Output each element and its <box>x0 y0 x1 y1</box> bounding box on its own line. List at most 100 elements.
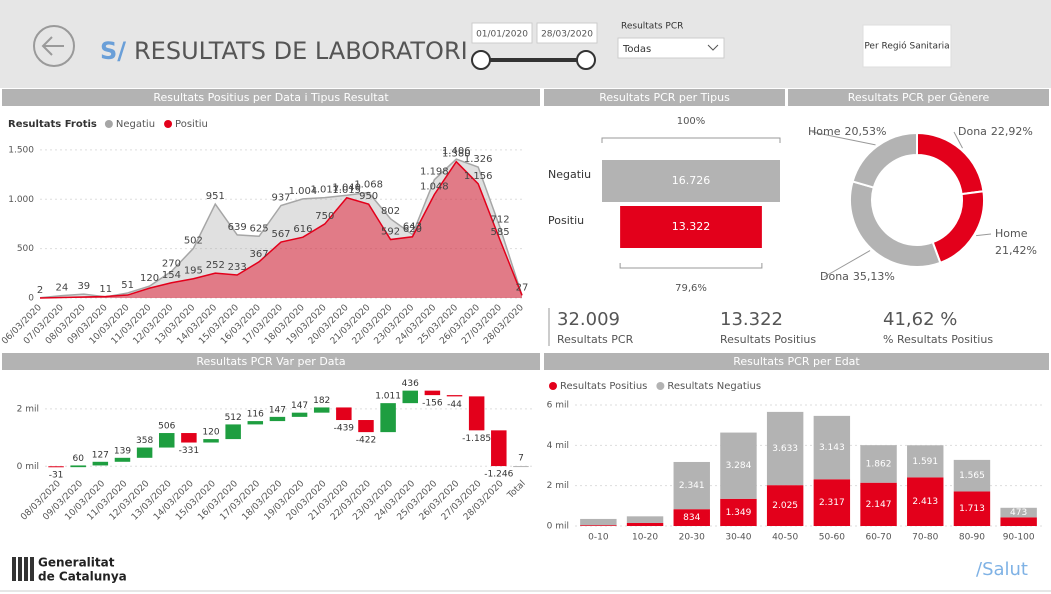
data-label: 592 <box>381 227 400 238</box>
org-line: Generalitat <box>38 556 115 570</box>
bar-segment <box>813 479 851 526</box>
slider-handle[interactable] <box>471 50 491 70</box>
data-label: 712 <box>491 215 510 226</box>
funnel-bar <box>602 160 780 202</box>
data-label: 116 <box>247 410 264 420</box>
conversion-label: 100% <box>677 116 706 127</box>
data-label: 1.015 <box>332 185 361 196</box>
bar-segment <box>673 461 710 510</box>
data-label: 639 <box>228 222 247 233</box>
panel-title-bar <box>2 89 540 106</box>
bar-segment <box>766 485 804 526</box>
date-from-box[interactable] <box>471 22 533 44</box>
data-label: 120 <box>140 273 159 284</box>
kpi-value: 13.322 <box>720 309 783 330</box>
funnel-bar <box>620 206 762 248</box>
data-label: 1.198 <box>420 167 449 178</box>
slider-handle[interactable] <box>576 50 596 70</box>
filter-label: Resultats PCR <box>621 22 683 32</box>
waterfall-bar <box>336 407 352 421</box>
data-label: 1.565 <box>959 471 985 481</box>
date-from: 01/01/2020 <box>476 30 528 40</box>
data-label: 27 <box>516 282 529 293</box>
x-tick-label: Total <box>505 479 528 502</box>
data-label: 802 <box>381 206 400 217</box>
y-tick-label: 1.000 <box>8 195 34 205</box>
data-label: 127 <box>92 450 109 460</box>
slice-label: 35,13% <box>853 270 895 283</box>
bar-segment <box>813 415 851 480</box>
waterfall-bar <box>380 403 396 433</box>
y-tick-label: 4 mil <box>547 441 569 451</box>
dropdown-chevron <box>707 44 719 51</box>
data-label: 3.633 <box>772 444 798 454</box>
legend-swatch <box>656 382 665 390</box>
leader-line <box>953 131 963 149</box>
bar-segment <box>953 459 991 492</box>
data-label: 1.326 <box>464 154 493 165</box>
x-tick-label: 0-10 <box>588 533 609 543</box>
data-label: 24 <box>56 283 69 294</box>
y-tick-label: 1.500 <box>8 145 34 155</box>
org-line: de Catalunya <box>38 570 127 584</box>
x-tick-label: 40-50 <box>772 533 798 543</box>
region-button[interactable] <box>862 24 952 68</box>
panel-title-bar <box>544 89 785 106</box>
back-arrow <box>41 36 64 56</box>
panel-title: Resultats PCR per Gènere <box>848 91 990 104</box>
data-label: 3.143 <box>819 443 845 453</box>
data-label: 139 <box>114 446 131 456</box>
data-label: 2.341 <box>679 481 705 491</box>
data-label: -31 <box>49 471 64 481</box>
bar-segment <box>860 445 897 483</box>
slice-label: 20,53% <box>844 125 886 138</box>
x-tick-label: 20-30 <box>679 533 705 543</box>
data-label: 1.156 <box>464 171 493 182</box>
back-button[interactable] <box>33 25 75 67</box>
data-label: -44 <box>447 400 462 410</box>
leader-line <box>976 233 992 237</box>
data-label: 60 <box>72 454 84 464</box>
data-label: 625 <box>250 223 269 234</box>
waterfall-bar <box>136 447 153 458</box>
filter-dropdown[interactable] <box>617 37 725 59</box>
y-tick-label: 500 <box>17 244 34 254</box>
data-label: 951 <box>206 191 225 202</box>
total-bar <box>513 466 529 468</box>
data-label: 1.349 <box>726 508 752 518</box>
data-label: 3.284 <box>726 461 752 471</box>
data-label: 585 <box>491 227 510 238</box>
data-label: 2 <box>37 285 43 296</box>
waterfall-bar <box>181 433 197 443</box>
y-tick-label: 6 mil <box>547 401 569 411</box>
data-label: 436 <box>402 379 419 389</box>
waterfall-bar <box>92 461 109 466</box>
waterfall-bar <box>70 465 86 468</box>
slice-label: 21,42% <box>995 244 1037 257</box>
data-label: 1.004 <box>289 186 318 197</box>
waterfall-bar <box>48 466 64 468</box>
data-label: 834 <box>683 513 700 523</box>
panel-title-bar <box>788 89 1049 106</box>
waterfall-bar <box>247 421 264 425</box>
x-tick-label: 30-40 <box>725 533 751 543</box>
data-label: 182 <box>313 396 330 406</box>
bar-segment <box>907 477 944 526</box>
area-fill <box>40 159 522 298</box>
data-label: 51 <box>121 280 134 291</box>
kpi-label: Resultats PCR <box>557 333 634 346</box>
panel-title: Resultats PCR per Edat <box>733 355 860 368</box>
date-to: 28/03/2020 <box>541 30 593 40</box>
waterfall-bar <box>358 420 374 433</box>
date-to-box[interactable] <box>536 22 598 44</box>
data-label: 506 <box>158 422 175 432</box>
y-tick-label: 0 mil <box>17 462 39 472</box>
data-label: 1.040 <box>332 182 361 193</box>
filter-value: Todas <box>622 44 651 55</box>
data-label: 567 <box>271 229 290 240</box>
legend-label: Resultats Negatius <box>667 381 761 392</box>
data-label: 1.591 <box>912 457 938 467</box>
legend-label: Resultats Positius <box>560 381 647 392</box>
bar-segment <box>626 516 664 523</box>
data-label: 39 <box>77 281 90 292</box>
